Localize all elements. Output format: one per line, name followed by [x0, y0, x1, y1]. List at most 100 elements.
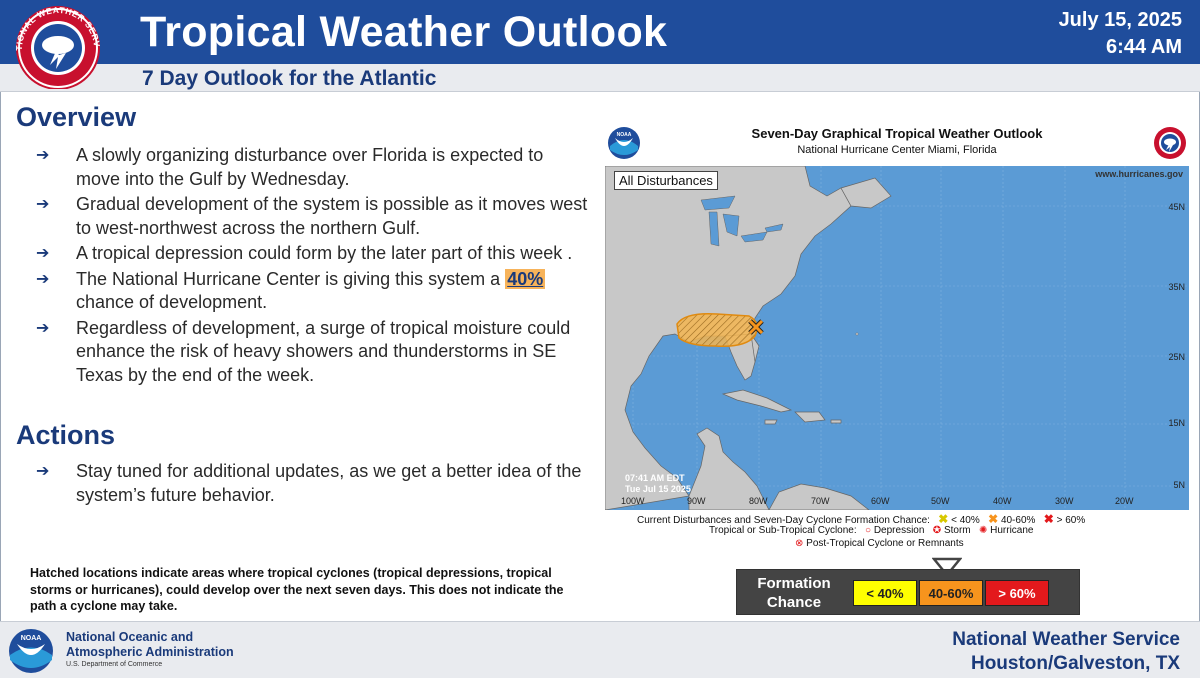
list-item: ➔ Gradual development of the system is po…: [30, 193, 590, 240]
list-item: ➔ A slowly organizing disturbance over Fl…: [30, 144, 590, 191]
lon-label: 50W: [931, 496, 950, 506]
issued-date: July 15, 2025: [1058, 9, 1182, 31]
issued-datetime: July 15, 2025 6:44 AM: [1059, 7, 1182, 61]
depression-icon: ○: [865, 525, 872, 536]
pointer-triangle-icon: [932, 557, 962, 577]
map-url: www.hurricanes.gov: [1095, 169, 1183, 179]
outlook-map-panel: NOAA Seven-Day Graphical Tropical Weathe…: [605, 120, 1189, 510]
hatch-note: Hatched locations indicate areas where t…: [30, 566, 564, 613]
chance-low-cell: < 40%: [853, 580, 917, 606]
subtitle-bar: 7 Day Outlook for the Atlantic: [0, 64, 1200, 92]
noaa-name-line: Atmospheric Administration: [66, 644, 234, 659]
list-item: ➔ The National Hurricane Center is giving…: [30, 268, 590, 315]
legend-item: Depression: [873, 525, 925, 536]
list-item: ➔ Regardless of development, a surge of t…: [30, 317, 590, 388]
nws-small-logo-icon: [1154, 127, 1186, 159]
map-timestamp: 07:41 AM EDT Tue Jul 15 2025: [625, 473, 691, 495]
actions-heading: Actions: [16, 420, 116, 450]
svg-text:NOAA: NOAA: [21, 635, 42, 642]
land-atlantic-canada: [840, 177, 892, 209]
legend-item: Post-Tropical Cyclone or Remnants: [806, 538, 964, 549]
svg-text:NOAA: NOAA: [617, 132, 632, 138]
x-yellow-icon: ✖: [938, 512, 949, 526]
map-title: Seven-Day Graphical Tropical Weather Out…: [751, 126, 1043, 141]
lat-label: 5N: [1173, 480, 1185, 490]
actions-list: ➔ Stay tuned for additional updates, as w…: [30, 460, 590, 509]
map-time-line: 07:41 AM EDT: [625, 473, 685, 483]
noaa-logo-icon: NOAA: [608, 127, 640, 159]
lon-label: 70W: [811, 496, 830, 506]
formation-chance-scale: Formation Chance < 40% 40-60% > 60%: [736, 569, 1080, 615]
office-line: National Weather Service: [952, 629, 1180, 650]
label-line: Formation: [757, 575, 831, 592]
noaa-dept: U.S. Department of Commerce: [66, 661, 163, 668]
noaa-logo-icon: NOAA: [9, 629, 53, 673]
post-tropical-icon: ⊗: [795, 538, 804, 549]
map-date-line: Tue Jul 15 2025: [625, 484, 691, 494]
legend-label: Current Disturbances and Seven-Day Cyclo…: [637, 515, 930, 526]
arrow-right-icon: ➔: [36, 463, 50, 480]
bullet-text: Gradual development of the system is pos…: [76, 194, 588, 238]
legend-item: Hurricane: [990, 525, 1034, 536]
nws-logo-icon: NATIONAL WEATHER SERVICE: [6, 3, 101, 89]
atlantic-map: [605, 166, 1189, 510]
office-line: Houston/Galveston, TX: [970, 653, 1180, 674]
lat-label: 35N: [1168, 282, 1185, 292]
lat-label: 25N: [1168, 352, 1185, 362]
land-central-america: [688, 427, 770, 510]
bullet-text-pre: The National Hurricane Center is giving …: [76, 268, 506, 289]
lon-label: 90W: [687, 496, 706, 506]
overview-list: ➔ A slowly organizing disturbance over Fl…: [30, 144, 590, 389]
legend-row-cyclone: Tropical or Sub-Tropical Cyclone: ○ Depr…: [709, 525, 1033, 536]
list-item: ➔ Stay tuned for additional updates, as w…: [30, 460, 590, 507]
lat-label: 45N: [1168, 202, 1185, 212]
map-filter-tag: All Disturbances: [614, 171, 718, 190]
lat-label: 15N: [1168, 418, 1185, 428]
x-red-icon: ✖: [1043, 512, 1054, 526]
legend-item: Storm: [943, 525, 971, 536]
land-hispaniola: [794, 411, 826, 423]
legend-item: > 60%: [1056, 515, 1086, 526]
arrow-right-icon: ➔: [36, 319, 50, 337]
header-bar: Tropical Weather Outlook July 15, 2025 6…: [0, 0, 1200, 64]
noaa-name-line: National Oceanic and: [66, 630, 194, 644]
lon-label: 20W: [1115, 496, 1134, 506]
legend-item: < 40%: [951, 515, 980, 526]
bullet-text: Stay tuned for additional updates, as we…: [76, 461, 582, 505]
footer-bar: NOAA National Oceanic and Atmospheric Ad…: [0, 621, 1200, 678]
map-subtitle: National Hurricane Center Miami, Florida: [797, 144, 997, 156]
legend-label: Tropical or Sub-Tropical Cyclone:: [709, 525, 857, 536]
land-south-america: [768, 483, 870, 510]
x-orange-icon: ✖: [988, 512, 999, 526]
lon-label: 40W: [993, 496, 1012, 506]
land-jamaica: [764, 419, 778, 425]
list-item: ➔ A tropical depression could form by the…: [30, 242, 590, 266]
arrow-right-icon: ➔: [36, 270, 50, 288]
legend-row-formation: Current Disturbances and Seven-Day Cyclo…: [637, 512, 1085, 526]
hurricane-icon: ✺: [978, 525, 988, 536]
land-cuba: [721, 389, 793, 413]
great-lakes: [700, 195, 784, 247]
legend-row-post-tropical: ⊗ Post-Tropical Cyclone or Remnants: [795, 538, 964, 549]
bullet-text: A slowly organizing disturbance over Flo…: [76, 145, 544, 189]
chance-high-cell: > 60%: [985, 580, 1049, 606]
overview-heading: Overview: [16, 102, 137, 132]
lon-label: 80W: [749, 496, 768, 506]
storm-icon: ✪: [932, 525, 942, 536]
chance-highlight: 40%: [505, 268, 546, 289]
lon-label: 60W: [871, 496, 890, 506]
legend-item: 40-60%: [1000, 515, 1036, 526]
page-subtitle: 7 Day Outlook for the Atlantic: [142, 67, 437, 90]
chance-mid-cell: 40-60%: [919, 580, 983, 606]
formation-chance-label: Formation Chance: [749, 574, 839, 612]
arrow-right-icon: ➔: [36, 147, 50, 164]
issued-time: 6:44 AM: [1106, 36, 1182, 58]
bullet-text-post: chance of development.: [76, 292, 268, 312]
noaa-name: National Oceanic and Atmospheric Adminis…: [66, 630, 234, 659]
disturbance-x-marker: [748, 319, 764, 335]
arrow-right-icon: ➔: [36, 245, 50, 262]
label-line: Chance: [766, 594, 822, 611]
lon-label: 100W: [621, 496, 645, 506]
land-puerto-rico: [830, 419, 842, 424]
arrow-right-icon: ➔: [36, 196, 50, 213]
